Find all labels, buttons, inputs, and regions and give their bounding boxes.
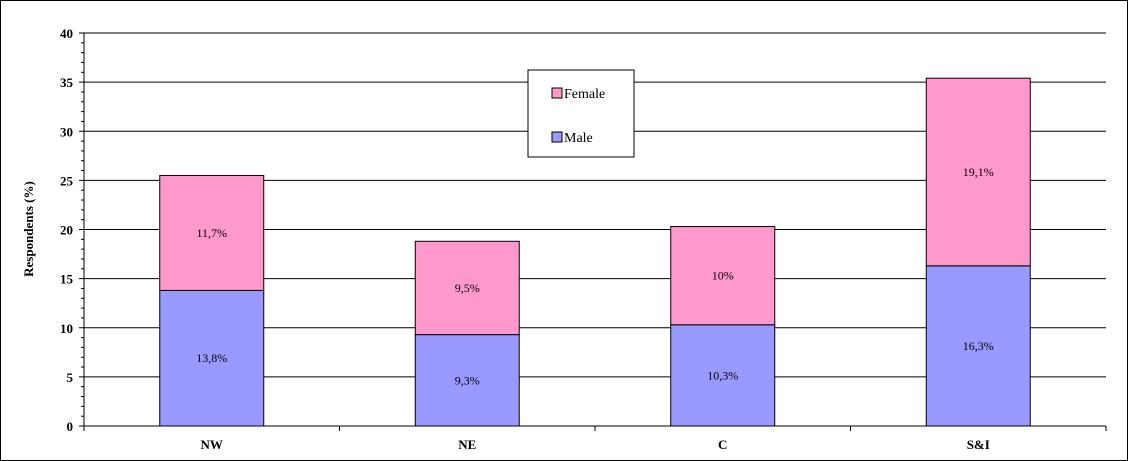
y-tick-label: 15 bbox=[60, 272, 74, 287]
x-tick-label: NW bbox=[201, 437, 223, 452]
bar-female bbox=[925, 77, 1031, 267]
y-tick-label: 40 bbox=[60, 26, 73, 41]
legend-swatch-female bbox=[551, 87, 563, 99]
bar-value-label: 13,8% bbox=[196, 351, 227, 365]
bar-male bbox=[414, 334, 520, 427]
bar-male bbox=[925, 265, 1031, 427]
bar-value-label: 10,3% bbox=[707, 368, 738, 382]
bar-value-label: 9,3% bbox=[455, 373, 480, 387]
bar-value-label: 16,3% bbox=[963, 339, 994, 353]
bar-value-label: 19,1% bbox=[963, 165, 994, 179]
x-tick-label: NE bbox=[458, 437, 476, 452]
y-tick-label: 20 bbox=[60, 223, 73, 238]
bar-value-label: 10% bbox=[712, 269, 734, 283]
x-tick-label: S&I bbox=[967, 437, 990, 452]
bar-female bbox=[414, 240, 520, 336]
bars: 13,8% 11,7% 9,3% 9,5% 10,3% 10% 16,3% 19,1% bbox=[159, 77, 1031, 427]
legend-label-male: Male bbox=[564, 131, 593, 146]
bar-value-label: 9,5% bbox=[455, 281, 480, 295]
x-tick-label: C bbox=[718, 437, 727, 452]
y-tick-label: 25 bbox=[60, 173, 74, 188]
y-tick-label: 0 bbox=[67, 419, 74, 434]
bar-female bbox=[159, 174, 265, 291]
y-axis-title: Respondents (%) bbox=[21, 181, 36, 277]
y-tick-label: 10 bbox=[60, 321, 73, 336]
legend-box bbox=[527, 69, 635, 158]
bar-male bbox=[670, 324, 776, 427]
legend-swatch-male bbox=[551, 131, 563, 143]
y-tick-label: 30 bbox=[60, 124, 73, 139]
y-tick-label: 35 bbox=[60, 75, 74, 90]
y-tick-label: 5 bbox=[67, 370, 74, 385]
legend-label-female: Female bbox=[564, 87, 605, 102]
bar-male bbox=[159, 289, 265, 427]
legend: Female Male bbox=[527, 69, 635, 158]
axes: 0 5 10 15 20 25 30 35 40 NW NE C S&I bbox=[60, 26, 1107, 452]
bar-value-label: 11,7% bbox=[196, 226, 227, 240]
bar-female bbox=[670, 226, 776, 326]
